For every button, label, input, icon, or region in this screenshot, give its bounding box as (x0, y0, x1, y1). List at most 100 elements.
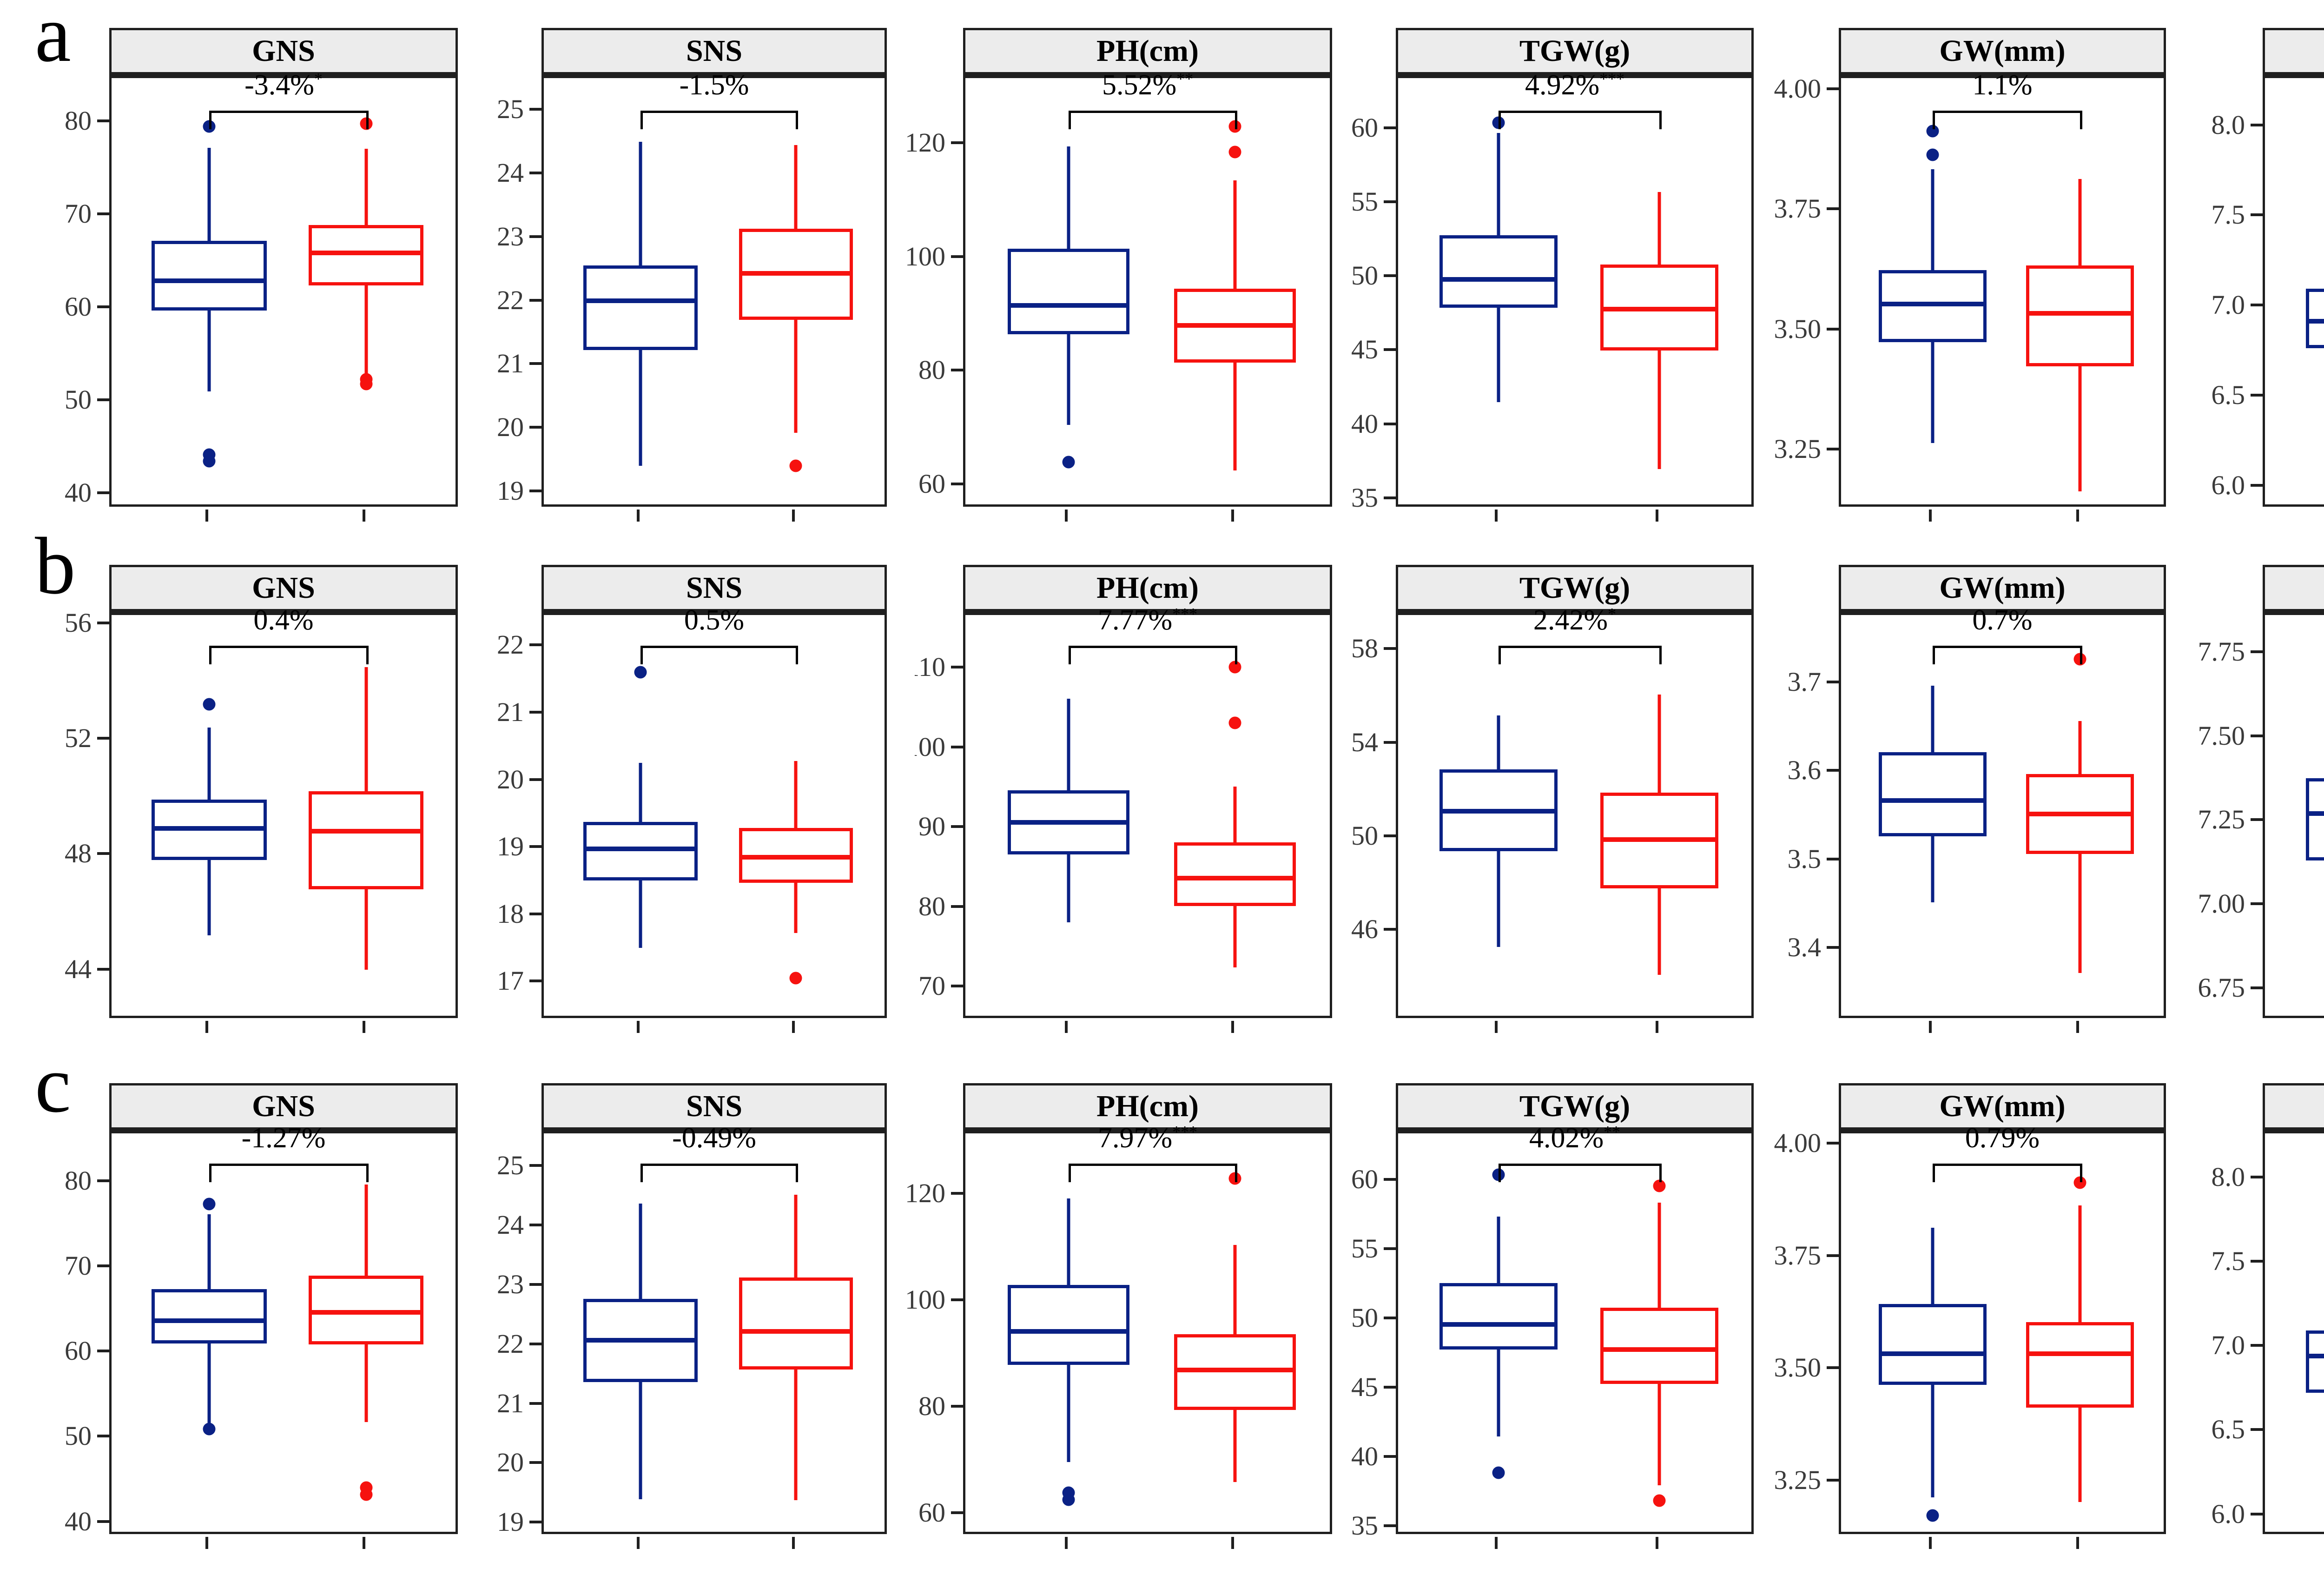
outlier-dot-sns-a (789, 459, 802, 472)
y-tick-mark-sns-a (529, 426, 541, 429)
significance-bracket-end-sns-b (796, 645, 799, 664)
whisker-lower-tgwg-a (1657, 351, 1661, 469)
outlier-dot-gns-c (203, 1423, 216, 1436)
y-tick-label-tgwg-b: 50 (1351, 820, 1378, 851)
y-tick-label-glmm-a: 6.0 (2211, 470, 2245, 500)
x-tick-mark-tgwg-a (1494, 510, 1498, 522)
y-tick-mark-gwmm-c (1827, 1142, 1839, 1145)
y-tick-mark-gns-c (97, 1520, 109, 1523)
panel-glmm-a: GL(mm)2.61%*** 8.0 7.5 7.0 6.5 6.0 (2200, 28, 2324, 528)
box-median-glmm-c (2305, 1353, 2324, 1358)
y-axis-gwmm-b: 3.7 3.6 3.5 3.4 (1776, 611, 1839, 1018)
panel-header-glmm-c: GL(mm) (2263, 1083, 2324, 1130)
y-axis-glmm-a: 8.0 7.5 7.0 6.5 6.0 (2200, 74, 2263, 507)
whisker-lower-phcm-a (1233, 362, 1237, 471)
box-median-gns-c (308, 1310, 424, 1315)
whisker-upper-gwmm-c (1931, 1228, 1934, 1304)
panel-header-gwmm-b: GW(mm) (1839, 565, 2166, 611)
y-tick-label-sns-c: 22 (497, 1328, 524, 1359)
panel-title-gns-b: GNS (252, 571, 315, 605)
whisker-lower-gwmm-b (1931, 836, 1934, 903)
y-tick-mark-gns-b (97, 621, 109, 624)
annotation-percent-phcm-b: 7.77% (1097, 604, 1173, 636)
significance-bracket-end-gns-c (209, 1164, 211, 1183)
x-tick-mark-gns-a (205, 510, 208, 522)
y-tick-mark-tgwg-b (1384, 741, 1396, 744)
x-tick-mark-gwmm-c (2076, 1537, 2079, 1549)
plot-area-tgwg-a: 4.92%*** (1396, 70, 1754, 507)
box-median-phcm-a (1174, 323, 1296, 328)
x-tick-mark-phcm-b (1065, 1021, 1068, 1033)
panel-header-sns-a: SNS (541, 28, 887, 74)
annotation-percent-gns-c: -1.27% (241, 1122, 326, 1154)
box-iqr-sns-a (583, 265, 698, 351)
box-iqr-glmm-b (2305, 778, 2324, 860)
y-tick-label-glmm-b: 7.25 (2198, 804, 2245, 835)
y-tick-mark-gwmm-a (1827, 207, 1839, 211)
y-tick-label-sns-a: 24 (497, 157, 524, 188)
y-tick-mark-gns-b (97, 852, 109, 855)
y-tick-mark-gns-c (97, 1350, 109, 1353)
y-tick-label-glmm-c: 7.5 (2211, 1245, 2245, 1276)
y-axis-phcm-c: 120 100 80 60 (900, 1130, 963, 1534)
y-tick-mark-gns-b (97, 737, 109, 740)
whisker-lower-phcm-a (1067, 334, 1070, 425)
annotation-percent-tgwg-c: 4.02% (1529, 1122, 1604, 1154)
significance-bracket-end-tgwg-c (1498, 1164, 1501, 1183)
box-median-gns-a (308, 251, 424, 255)
y-tick-label-phcm-b: 100 (915, 733, 945, 761)
significance-bracket-sns-c (640, 1164, 796, 1166)
whisker-lower-sns-c (639, 1382, 642, 1499)
y-axis-phcm-b: 110 100 90 80 70 (900, 611, 963, 1018)
y-tick-mark-sns-a (529, 108, 541, 111)
whisker-lower-tgwg-c (1657, 1384, 1661, 1485)
box-median-tgwg-a (1439, 277, 1558, 282)
y-tick-label-sns-b: 18 (497, 898, 524, 929)
y-tick-mark-sns-a (529, 362, 541, 365)
x-tick-mark-sns-b (792, 1021, 795, 1033)
y-tick-label-gns-b: 48 (65, 838, 92, 869)
panel-header-gns-b: GNS (109, 565, 458, 611)
y-tick-label-gns-c: 40 (65, 1506, 92, 1536)
significance-bracket-end-gns-b (209, 645, 211, 664)
y-tick-label-sns-a: 19 (497, 475, 524, 506)
annotation-stars-phcm-b: *** (1172, 604, 1198, 623)
whisker-lower-gwmm-b (2078, 854, 2082, 973)
x-tick-mark-gwmm-a (2076, 510, 2079, 522)
y-tick-label-phcm-c: 60 (918, 1497, 945, 1528)
whisker-lower-sns-b (794, 882, 798, 933)
significance-bracket-end-gwmm-c (1933, 1164, 1935, 1183)
annotation-stars-phcm-a: ** (1176, 69, 1194, 88)
x-tick-mark-gns-c (205, 1537, 208, 1549)
annotation-gns-c: -1.27% (112, 1124, 456, 1152)
y-tick-mark-phcm-c (951, 1511, 963, 1515)
significance-bracket-tgwg-b (1498, 645, 1660, 648)
y-axis-gns-c: 80 70 60 50 40 (46, 1130, 109, 1536)
box-median-gwmm-b (2026, 811, 2134, 816)
annotation-stars-tgwg-b: * (1608, 604, 1617, 623)
y-tick-label-gwmm-b: 3.7 (1787, 667, 1822, 697)
significance-bracket-end-tgwg-a (1659, 110, 1662, 129)
whisker-lower-gns-a (207, 311, 211, 391)
box-median-phcm-c (1174, 1368, 1296, 1373)
y-tick-mark-sns-c (529, 1164, 541, 1167)
significance-bracket-phcm-b (1069, 645, 1235, 648)
y-tick-label-tgwg-c: 40 (1351, 1441, 1378, 1472)
x-tick-mark-tgwg-c (1494, 1537, 1498, 1549)
whisker-upper-gns-c (207, 1214, 211, 1290)
panel-title-tgwg-a: TGW(g) (1519, 34, 1631, 68)
y-tick-label-gns-a: 40 (65, 477, 92, 508)
y-tick-mark-sns-b (529, 845, 541, 848)
y-tick-mark-glmm-b (2251, 818, 2263, 821)
y-axis-tgwg-c: 60 55 50 45 40 35 (1333, 1130, 1396, 1539)
whisker-upper-sns-a (794, 145, 798, 229)
significance-bracket-phcm-c (1069, 1164, 1235, 1166)
y-tick-label-sns-c: 20 (497, 1447, 524, 1478)
y-tick-mark-gwmm-b (1827, 857, 1839, 860)
x-tick-mark-phcm-b (1231, 1021, 1234, 1033)
whisker-lower-gwmm-a (1931, 342, 1934, 443)
box-median-gwmm-a (2026, 311, 2134, 316)
y-tick-label-gns-a: 70 (65, 199, 92, 229)
x-tick-mark-sns-b (637, 1021, 640, 1033)
x-tick-mark-gns-b (205, 1021, 208, 1033)
